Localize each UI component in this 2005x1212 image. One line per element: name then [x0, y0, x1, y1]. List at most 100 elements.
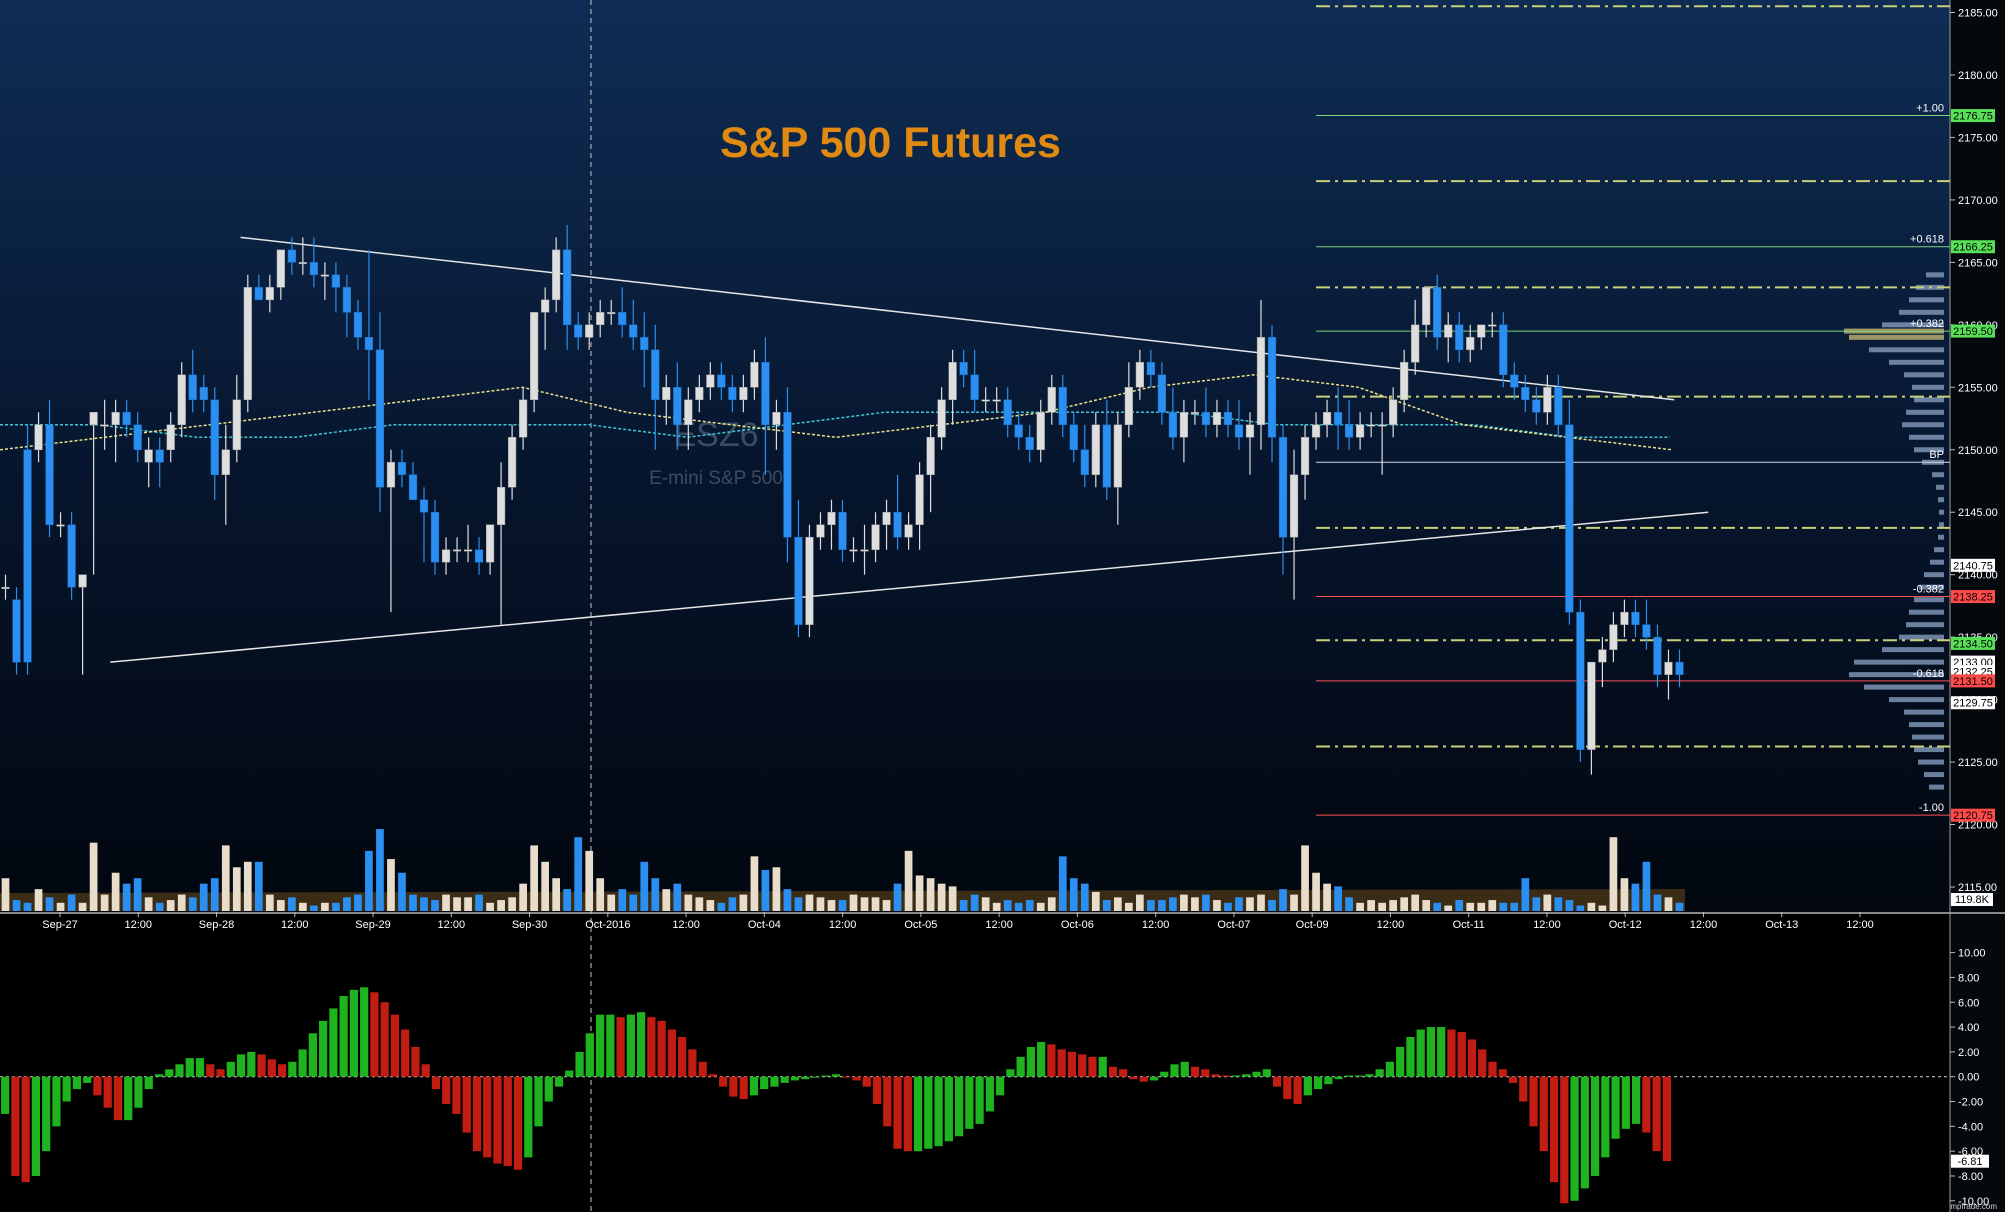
candle [397, 449, 407, 488]
volume-bar [552, 878, 561, 911]
volume-profile-bar [1882, 322, 1944, 328]
macd-bar [103, 1076, 112, 1108]
candle [1675, 649, 1684, 688]
volume-bar [45, 897, 54, 911]
volume-bar [56, 902, 65, 911]
macd-bar [1180, 1061, 1189, 1077]
candle [133, 412, 142, 463]
volume-profile-bar [1938, 497, 1944, 503]
macd-bar [185, 1058, 194, 1077]
volume-bar [354, 894, 362, 911]
candle [430, 499, 440, 575]
macd-bar [421, 1064, 430, 1077]
macd-bar [1406, 1036, 1415, 1077]
candle [177, 362, 186, 438]
volume-bar [1158, 900, 1166, 911]
volume-readout: 119.8K [1951, 893, 1993, 906]
price-tag-label: 2120.75 [1953, 810, 1993, 822]
volume-bar [805, 894, 814, 911]
price-tag-label: 2140.75 [1953, 560, 1993, 572]
candle [1003, 387, 1012, 438]
macd-bar [113, 1076, 123, 1121]
volume-bar [1565, 900, 1574, 911]
macd-bar [277, 1064, 287, 1077]
candle [111, 399, 120, 463]
volume-bar [1213, 900, 1221, 911]
volume-bar [1576, 905, 1585, 911]
volume-bar [585, 850, 594, 911]
volume-bar [1488, 900, 1497, 911]
volume-bar [254, 861, 263, 911]
macd-bar [719, 1076, 728, 1087]
volume-bar [387, 859, 395, 911]
macd-bar [913, 1076, 923, 1152]
macd-bar [1201, 1069, 1210, 1077]
volume-bar [827, 900, 836, 911]
candle [607, 299, 616, 325]
candle [78, 574, 87, 675]
volume-profile-bar [1849, 334, 1944, 340]
candle [1653, 624, 1662, 688]
volume-bar [1389, 900, 1398, 911]
candle [56, 512, 65, 538]
time-tick-label: Oct-13 [1765, 919, 1798, 931]
volume-bar [1664, 897, 1673, 911]
macd-bar [606, 1014, 615, 1077]
volume-bar [1246, 897, 1254, 911]
candle [1190, 399, 1200, 425]
volume-bar [1345, 897, 1353, 911]
candle [1455, 312, 1464, 363]
time-tick-label: Sep-27 [42, 919, 77, 931]
macd-bar [21, 1076, 30, 1183]
macd-bar [154, 1074, 164, 1077]
volume-bar [475, 894, 483, 911]
candle [1444, 312, 1453, 363]
volume-label: 119.8K [1955, 894, 1990, 906]
volume-bar [1113, 897, 1122, 911]
price-tag: 2131.50 [1951, 674, 1995, 688]
candle [629, 299, 638, 350]
candle [640, 312, 649, 388]
volume-bar [1124, 902, 1133, 911]
macd-bar [749, 1076, 759, 1096]
macd-bar [1088, 1056, 1097, 1077]
macd-bar [811, 1076, 820, 1078]
candle [166, 412, 175, 463]
candle [618, 287, 627, 338]
candle [981, 387, 990, 413]
macd-bar [1621, 1076, 1630, 1129]
volume-profile-bar [1889, 697, 1944, 703]
candle [1058, 374, 1067, 438]
macd-bar [924, 1076, 933, 1149]
volume-bar [1301, 845, 1309, 911]
candle [34, 412, 43, 463]
volume-bar [1422, 900, 1431, 911]
fib-level-label: BP [1929, 449, 1944, 461]
macd-tick-label: 6.00 [1958, 997, 1979, 1009]
volume-profile-bar [1849, 672, 1944, 678]
volume-bar [519, 883, 527, 911]
price-tag: 2166.25 [1951, 240, 1995, 254]
macd-bar [483, 1076, 492, 1158]
macd-bar [1437, 1027, 1446, 1077]
macd-bar [626, 1014, 635, 1077]
volume-bar [486, 902, 494, 911]
volume-bar [67, 894, 76, 911]
volume-profile-bar [1936, 484, 1944, 490]
volume-bar [937, 883, 946, 911]
volume-bar [376, 829, 384, 911]
macd-bar [144, 1076, 153, 1090]
macd-bar [1334, 1076, 1343, 1080]
macd-bar [288, 1061, 297, 1077]
macd-bar [770, 1076, 779, 1087]
macd-bar [657, 1020, 666, 1077]
candle [496, 462, 506, 625]
volume-bar [310, 905, 318, 911]
macd-bar [1642, 1076, 1651, 1133]
macd-bar [903, 1076, 912, 1152]
fib-level-label: +1.00 [1916, 103, 1944, 115]
candle [508, 424, 517, 500]
macd-bar [801, 1076, 810, 1080]
volume-bar [1135, 894, 1144, 911]
macd-bar [472, 1076, 482, 1152]
